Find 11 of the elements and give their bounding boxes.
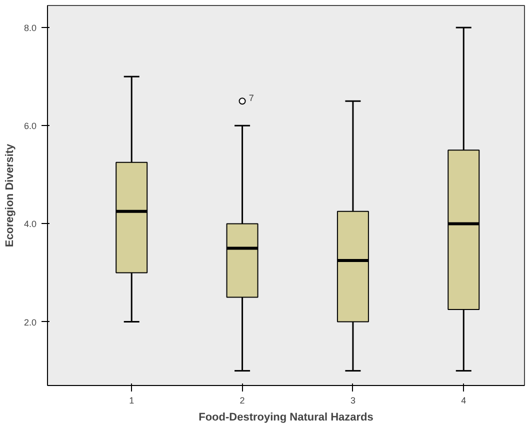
y-axis-title: Ecoregion Diversity	[4, 142, 16, 248]
x-tick-label: 1	[129, 396, 134, 406]
y-tick-label: 8.0	[24, 23, 37, 34]
y-tick-label: 2.0	[24, 317, 37, 328]
y-tick-label: 6.0	[24, 121, 37, 132]
y-tick-label: 4.0	[24, 219, 37, 230]
annotation: 7	[248, 93, 254, 104]
x-axis-title: Food-Destroying Natural Hazards	[198, 412, 374, 424]
x-tick-label: 3	[350, 396, 356, 406]
x-tick-label: 2	[240, 396, 245, 406]
x-tick-label: 4	[461, 396, 466, 406]
